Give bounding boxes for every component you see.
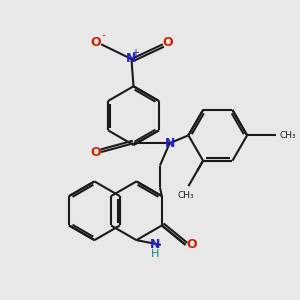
Text: +: + [131,47,139,58]
Text: N: N [126,52,136,65]
Text: O: O [163,36,173,49]
Text: N: N [150,238,161,251]
Text: H: H [151,249,160,259]
Text: O: O [186,238,197,251]
Text: N: N [164,137,175,150]
Text: CH₃: CH₃ [177,190,194,200]
Text: O: O [91,36,101,49]
Text: -: - [101,31,105,40]
Text: CH₃: CH₃ [279,131,296,140]
Text: O: O [90,146,101,159]
